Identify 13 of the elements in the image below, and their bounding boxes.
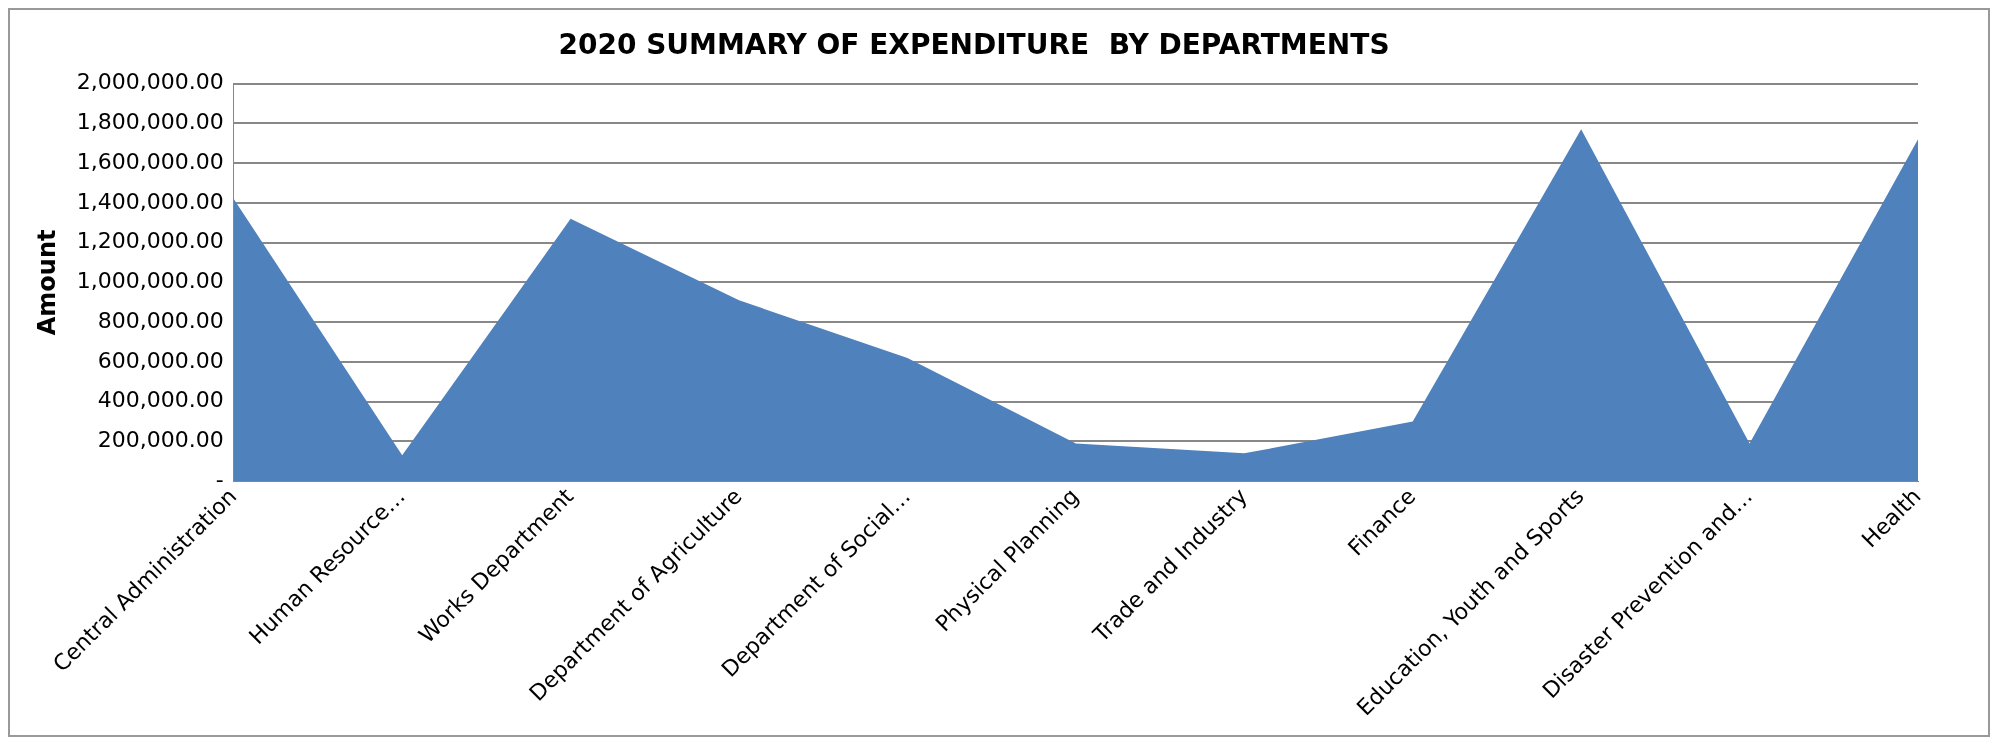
y-tick-label: 1,000,000.00: [76, 268, 224, 294]
y-axis-title: Amount: [32, 229, 61, 336]
y-tick-label: 600,000.00: [97, 347, 224, 373]
y-tick-label: 2,000,000.00: [76, 69, 224, 95]
y-tick-label: 200,000.00: [97, 427, 224, 453]
y-tick-label: 400,000.00: [97, 387, 224, 413]
y-tick-label: 1,600,000.00: [76, 148, 224, 174]
y-tick-label: 1,400,000.00: [76, 188, 224, 214]
y-tick-label: 800,000.00: [97, 307, 224, 333]
y-tick-label: 1,800,000.00: [76, 109, 224, 135]
y-tick-label: -: [215, 466, 224, 492]
y-tick-label: 1,200,000.00: [76, 228, 224, 254]
chart-title: 2020 SUMMARY OF EXPENDITURE BY DEPARTMENTS: [558, 28, 1390, 62]
